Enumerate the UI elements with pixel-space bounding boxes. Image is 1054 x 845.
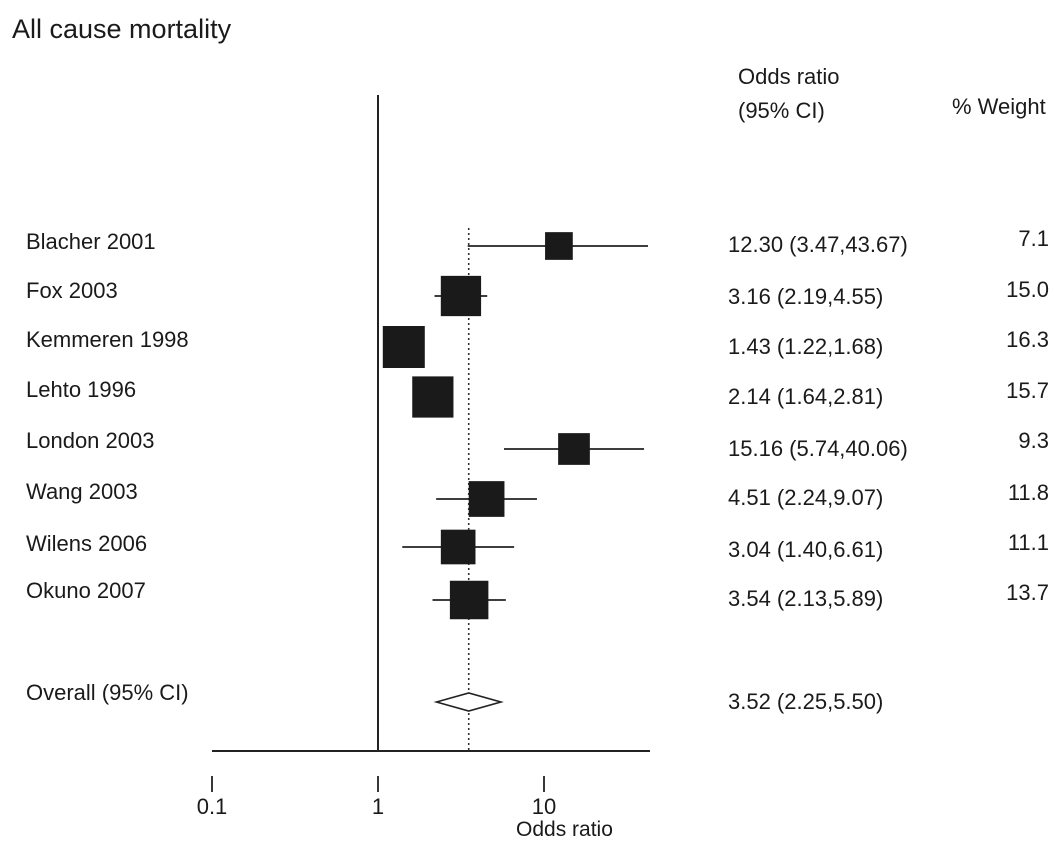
ci-text-blacher-2001: 12.30 (3.47,43.67) <box>728 232 908 257</box>
weight-blacher-2001: 7.1 <box>1018 226 1049 251</box>
weight-box-lehto-1996 <box>412 376 454 418</box>
ci-text-fox-2003: 3.16 (2.19,4.55) <box>728 284 884 309</box>
ci-text-overall: 3.52 (2.25,5.50) <box>728 689 884 714</box>
weight-box-fox-2003 <box>440 275 482 317</box>
ci-text-wang-2003: 4.51 (2.24,9.07) <box>728 485 884 510</box>
x-axis-label: Odds ratio <box>516 818 613 841</box>
weight-lehto-1996: 15.7 <box>1006 378 1049 403</box>
study-label-kemmeren-1998: Kemmeren 1998 <box>26 327 189 352</box>
ci-text-wilens-2006: 3.04 (1.40,6.61) <box>728 537 884 562</box>
weight-box-london-2003 <box>558 433 590 465</box>
weight-kemmeren-1998: 16.3 <box>1006 327 1049 352</box>
weight-london-2003: 9.3 <box>1018 428 1049 453</box>
header-weight: % Weight <box>952 94 1046 119</box>
x-tick-label-0-1: 0.1 <box>197 794 228 819</box>
weight-box-blacher-2001 <box>545 232 573 260</box>
x-tick-label-10: 10 <box>532 794 556 819</box>
weight-fox-2003: 15.0 <box>1006 277 1049 302</box>
weight-box-wilens-2006 <box>440 529 476 565</box>
overall-diamond <box>433 692 504 712</box>
weight-box-kemmeren-1998 <box>382 326 425 368</box>
study-label-fox-2003: Fox 2003 <box>26 278 118 303</box>
chart-title: All cause mortality <box>12 14 232 44</box>
weight-okuno-2007: 13.7 <box>1006 580 1049 605</box>
study-label-lehto-1996: Lehto 1996 <box>26 377 137 402</box>
ci-text-london-2003: 15.16 (5.74,40.06) <box>728 436 908 461</box>
x-tick-label-1: 1 <box>372 794 384 819</box>
header-ci: (95% CI) <box>738 98 825 123</box>
weight-wang-2003: 11.8 <box>1007 480 1049 505</box>
weight-box-wang-2003 <box>468 481 505 517</box>
weight-box-okuno-2007 <box>449 580 489 620</box>
ci-text-kemmeren-1998: 1.43 (1.22,1.68) <box>728 334 884 359</box>
study-label-london-2003: London 2003 <box>26 428 155 453</box>
study-label-blacher-2001: Blacher 2001 <box>26 229 156 254</box>
ci-text-lehto-1996: 2.14 (1.64,2.81) <box>728 384 884 409</box>
study-label-wilens-2006: Wilens 2006 <box>26 531 148 556</box>
study-label-okuno-2007: Okuno 2007 <box>26 578 146 603</box>
study-label-wang-2003: Wang 2003 <box>26 479 138 504</box>
weight-wilens-2006: 11.1 <box>1007 530 1049 555</box>
ci-text-okuno-2007: 3.54 (2.13,5.89) <box>728 586 884 611</box>
study-label-overall: Overall (95% CI) <box>26 680 189 705</box>
header-odds-ratio: Odds ratio <box>738 64 840 89</box>
